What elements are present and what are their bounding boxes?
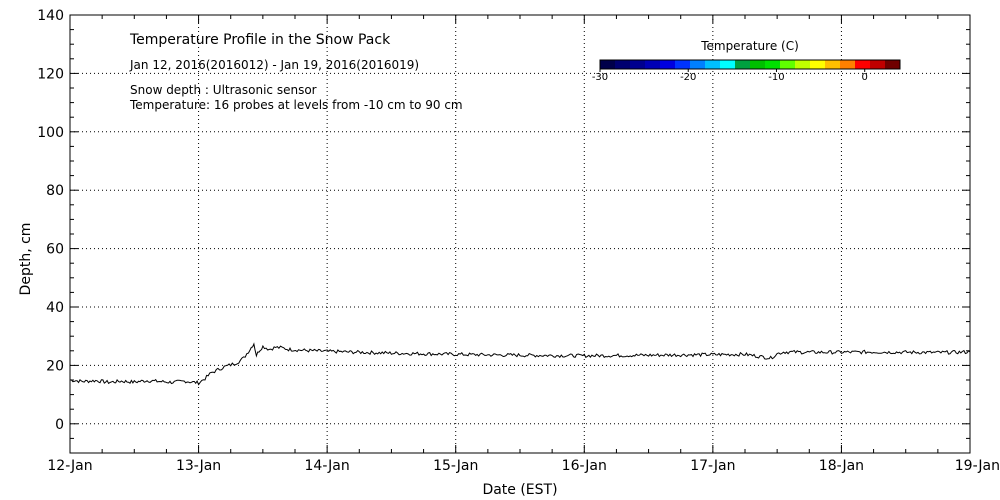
x-tick-label: 17-Jan [690,458,735,474]
colorbar-cell [615,60,631,69]
colorbar-tick-label: -30 [592,72,608,83]
x-tick-label: 12-Jan [47,458,92,474]
temperature-colorbar: Temperature (C) -30 -20 -10 0 [592,39,901,83]
colorbar-cells [599,59,901,70]
colorbar-cell [750,60,766,69]
x-tick-label: 18-Jan [819,458,864,474]
y-tick-label: 0 [55,417,64,433]
colorbar-cell [780,60,796,69]
colorbar-cell [840,60,856,69]
colorbar-cell [765,60,781,69]
colorbar-ticks: -30 -20 -10 0 [592,69,868,83]
y-tick-label: 20 [46,358,64,374]
x-tick-label: 16-Jan [562,458,607,474]
x-tick-label: 13-Jan [176,458,221,474]
colorbar-cell [810,60,826,69]
y-tick-label: 120 [37,66,64,82]
y-tick-label: 60 [46,242,64,258]
y-tick-label: 100 [37,125,64,141]
colorbar-cell [645,60,661,69]
x-axis-label: Date (EST) [482,482,557,498]
colorbar-tick-label: -10 [768,72,784,83]
colorbar-tick-label: -20 [680,72,696,83]
colorbar-cell [885,60,901,69]
colorbar-tick-label: 0 [862,72,868,83]
y-tick-labels: 0 20 40 60 80 100 120 140 [37,8,64,433]
x-tick-label: 14-Jan [305,458,350,474]
annotation-temperature: Temperature: 16 probes at levels from -1… [129,98,463,112]
annotation-snow-depth: Snow depth : Ultrasonic sensor [130,83,317,97]
colorbar-cell [795,60,811,69]
axis-ticks [69,14,971,454]
colorbar-cell [660,60,676,69]
series-group [69,342,971,386]
colorbar-cell [675,60,691,69]
y-tick-label: 80 [46,183,64,199]
colorbar-cell [870,60,886,69]
x-tick-label: 19-Jan [955,458,1000,474]
snow-depth-series-line [69,342,971,386]
colorbar-frame [599,59,901,70]
x-tick-labels: 12-Jan 13-Jan 14-Jan 15-Jan 16-Jan 17-Jan 18-J… [47,458,1000,474]
colorbar-cell [600,60,616,69]
chart-subtitle: Jan 12, 2016(2016012) - Jan 19, 2016(201… [129,58,419,72]
chart-title: Temperature Profile in the Snow Pack [129,32,391,48]
colorbar-cell [705,60,721,69]
x-tick-label: 15-Jan [433,458,478,474]
colorbar-title: Temperature (C) [700,39,799,53]
plot-frame [69,14,971,454]
colorbar-cell [825,60,841,69]
y-tick-label: 40 [46,300,64,316]
grid [70,15,970,453]
colorbar-cell [690,60,706,69]
colorbar-cell [720,60,736,69]
colorbar-cell [735,60,751,69]
colorbar-cell [855,60,871,69]
y-axis-label: Depth, cm [18,223,34,296]
colorbar-cell [630,60,646,69]
y-tick-label: 140 [37,8,64,24]
